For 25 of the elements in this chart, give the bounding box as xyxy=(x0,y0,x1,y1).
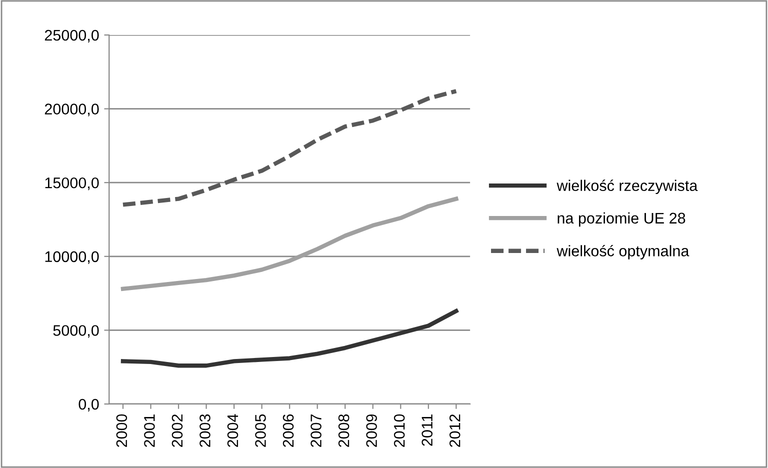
legend-label: na poziomie UE 28 xyxy=(558,212,686,227)
x-tick-label: 2005 xyxy=(255,414,266,447)
y-tick-label: 25000,0 xyxy=(44,30,99,42)
x-tick-label: 2008 xyxy=(338,414,350,447)
x-tick-label: 2000 xyxy=(116,414,128,447)
y-tick-label: 15000,0 xyxy=(45,177,99,190)
x-tick-label: 2006 xyxy=(282,414,294,447)
x-tick-label: 2011 xyxy=(422,414,433,446)
y-tick-label: 20000,0 xyxy=(44,104,99,116)
y-tick-label: 0,0 xyxy=(78,398,99,412)
line-series xyxy=(120,308,458,368)
x-tick-label: 2010 xyxy=(394,414,405,447)
legend-label: wielkość rzeczywista xyxy=(556,180,698,194)
x-tick-label: 2012 xyxy=(449,414,460,447)
x-tick-label: 2004 xyxy=(227,414,238,447)
x-tick-label: 2003 xyxy=(200,414,210,447)
x-tick-label: 2007 xyxy=(310,414,322,447)
x-tick-label: 2009 xyxy=(366,414,377,447)
y-tick-label: 5000,0 xyxy=(53,325,99,338)
line-series xyxy=(120,89,458,207)
y-tick-label: 10000,0 xyxy=(45,251,99,264)
x-tick-label: 2002 xyxy=(172,414,183,447)
x-tick-label: 2001 xyxy=(144,414,155,447)
line-series xyxy=(120,196,458,291)
legend-label: wielkość optymalna xyxy=(556,244,690,260)
